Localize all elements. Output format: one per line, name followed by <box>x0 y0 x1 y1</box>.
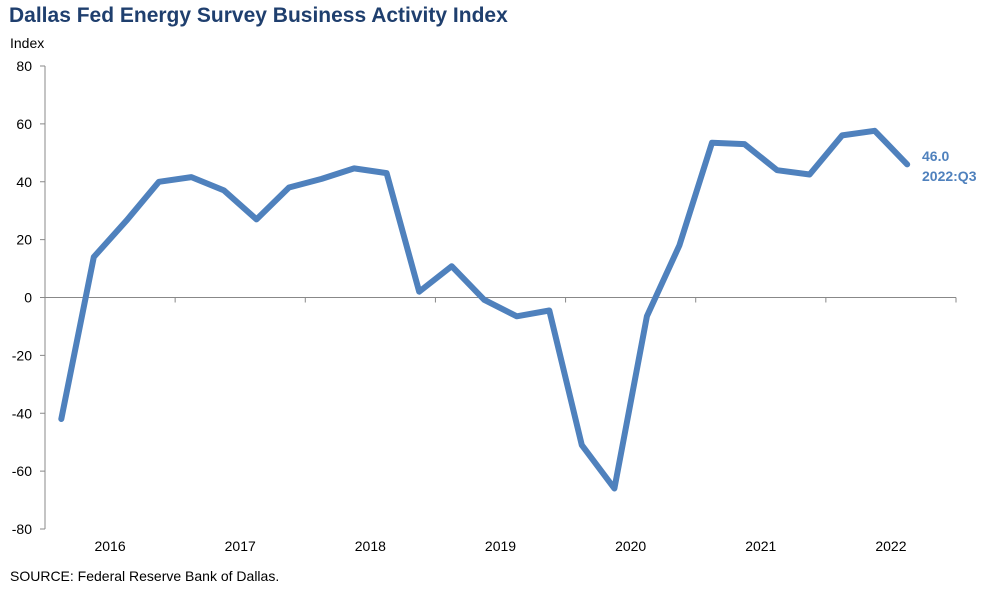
source-note: SOURCE: Federal Reserve Bank of Dallas. <box>10 568 280 584</box>
y-tick-label: -60 <box>12 463 32 479</box>
x-tick-label: 2017 <box>225 538 256 554</box>
series-line <box>58 127 911 492</box>
x-tick-label: 2020 <box>615 538 646 554</box>
x-tick-label: 2016 <box>94 538 125 554</box>
y-tick-label: -80 <box>12 521 32 537</box>
y-tick-label: -40 <box>12 405 32 421</box>
y-axis-label: Index <box>10 35 45 51</box>
x-tick-label: 2022 <box>875 538 906 554</box>
x-tick-label: 2018 <box>355 538 386 554</box>
chart-title: Dallas Fed Energy Survey Business Activi… <box>9 4 508 27</box>
x-tick-label: 2021 <box>745 538 776 554</box>
y-tick-label: 60 <box>16 116 32 132</box>
y-tick-label: 0 <box>24 290 32 306</box>
y-tick-label: 20 <box>16 232 32 248</box>
y-tick-label: 80 <box>16 58 32 74</box>
annotation-period: 2022:Q3 <box>922 168 977 184</box>
x-tick-label: 2019 <box>485 538 516 554</box>
y-tick-label: -20 <box>12 347 32 363</box>
y-tick-label: 40 <box>16 174 32 190</box>
annotation-value: 46.0 <box>922 148 949 164</box>
